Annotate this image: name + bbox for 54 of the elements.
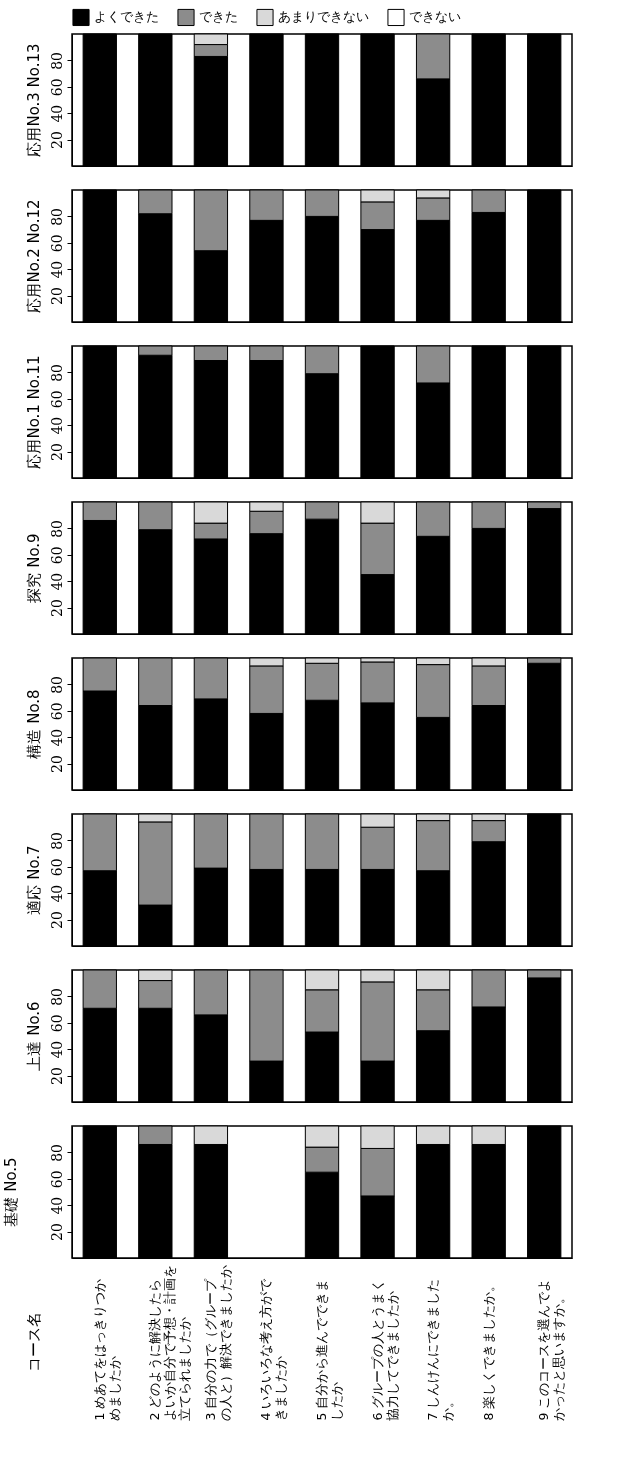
x-tick-label: 2 どのように解決したらよいか自分で予想・計画を立てられましたか bbox=[147, 1264, 193, 1421]
legend-label: あまりできない bbox=[278, 9, 369, 25]
y-tick-label: 40 bbox=[48, 728, 65, 747]
y-tick-label: 20 bbox=[48, 131, 65, 150]
y-tick-label: 60 bbox=[48, 546, 65, 565]
x-tick-label: 1 めあてをはっきりつかめましたか bbox=[91, 1278, 122, 1421]
x-tick-label: 8 楽しくできましたか。 bbox=[480, 1278, 496, 1421]
y-tick-label: 40 bbox=[48, 104, 65, 123]
y-tick-label: 80 bbox=[48, 363, 65, 382]
y-tick-label: 60 bbox=[48, 78, 65, 97]
x-tick-label: 5 自分から進んでできましたか bbox=[314, 1278, 344, 1421]
y-tick-label: 20 bbox=[48, 1223, 65, 1242]
legend-label: よくできた bbox=[94, 9, 159, 25]
y-tick-label: 20 bbox=[48, 599, 65, 618]
y-tick-label: 60 bbox=[48, 1170, 65, 1189]
y-tick-label: 20 bbox=[48, 1067, 65, 1086]
text: 応用No.3 No.13 bbox=[25, 43, 43, 157]
y-tick-label: 40 bbox=[48, 884, 65, 903]
text: 応用No.1 No.11 bbox=[25, 355, 43, 469]
y-tick-label: 40 bbox=[48, 260, 65, 279]
y-tick-label: 60 bbox=[48, 1014, 65, 1033]
y-tick-label: 80 bbox=[48, 831, 65, 850]
text: 構造 No.8 bbox=[25, 689, 43, 759]
text: 基礎 No.5 bbox=[2, 1157, 20, 1227]
y-tick-label: 80 bbox=[48, 1143, 65, 1162]
text: 応用No.2 No.12 bbox=[25, 199, 43, 313]
legend-label: できた bbox=[199, 9, 238, 25]
text: 探究 No.9 bbox=[25, 533, 43, 603]
y-tick-label: 20 bbox=[48, 287, 65, 306]
x-tick-label: 6 グループの人とうまく協力してできましたか bbox=[369, 1278, 400, 1421]
y-tick-label: 80 bbox=[48, 519, 65, 538]
y-tick-label: 80 bbox=[48, 51, 65, 70]
text: 適応 No.7 bbox=[25, 845, 43, 915]
x-tick-label: 3 自分の力で（グループの人と）解決できましたか bbox=[202, 1264, 233, 1421]
y-tick-label: 40 bbox=[48, 1040, 65, 1059]
y-tick-label: 40 bbox=[48, 1196, 65, 1215]
y-tick-label: 40 bbox=[48, 572, 65, 591]
x-tick-label: 9 このコースを選んでよかったと思いますか。 bbox=[536, 1278, 567, 1421]
text: コース名 bbox=[25, 1312, 43, 1372]
y-tick-label: 80 bbox=[48, 675, 65, 694]
y-tick-label: 20 bbox=[48, 911, 65, 930]
y-tick-label: 80 bbox=[48, 207, 65, 226]
text: 上達 No.6 bbox=[25, 1001, 43, 1071]
y-tick-label: 80 bbox=[48, 987, 65, 1006]
x-tick-label: 7 しんけんにできましたか。 bbox=[425, 1278, 456, 1421]
y-tick-label: 60 bbox=[48, 858, 65, 877]
y-tick-label: 20 bbox=[48, 443, 65, 462]
y-tick-label: 40 bbox=[48, 416, 65, 435]
legend-label: できない bbox=[409, 9, 461, 25]
y-tick-label: 60 bbox=[48, 234, 65, 253]
x-tick-label: 4 いろいろな考え方ができましたか bbox=[258, 1277, 289, 1421]
y-tick-label: 60 bbox=[48, 702, 65, 721]
y-tick-label: 60 bbox=[48, 390, 65, 409]
y-tick-label: 20 bbox=[48, 755, 65, 774]
